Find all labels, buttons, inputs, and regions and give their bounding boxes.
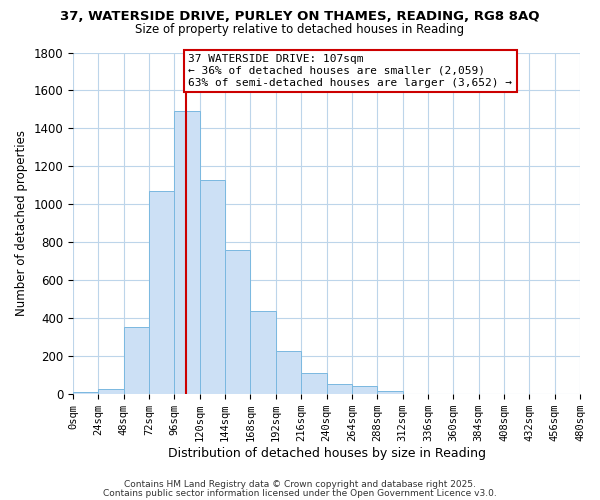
- Text: 37, WATERSIDE DRIVE, PURLEY ON THAMES, READING, RG8 8AQ: 37, WATERSIDE DRIVE, PURLEY ON THAMES, R…: [60, 10, 540, 23]
- Bar: [200, 180, 225, 394]
- Bar: [149, 191, 175, 394]
- Bar: [225, 250, 250, 394]
- Bar: [124, 327, 149, 394]
- Bar: [73, 392, 98, 394]
- Bar: [326, 384, 352, 394]
- Bar: [377, 392, 403, 394]
- Bar: [276, 350, 301, 394]
- Text: Contains public sector information licensed under the Open Government Licence v3: Contains public sector information licen…: [103, 488, 497, 498]
- Y-axis label: Number of detached properties: Number of detached properties: [15, 130, 28, 316]
- Text: Size of property relative to detached houses in Reading: Size of property relative to detached ho…: [136, 22, 464, 36]
- Bar: [98, 388, 124, 394]
- Bar: [250, 310, 276, 394]
- Bar: [352, 386, 377, 394]
- Bar: [175, 112, 200, 394]
- Bar: [301, 374, 326, 394]
- Text: Contains HM Land Registry data © Crown copyright and database right 2025.: Contains HM Land Registry data © Crown c…: [124, 480, 476, 489]
- Text: 37 WATERSIDE DRIVE: 107sqm
← 36% of detached houses are smaller (2,059)
63% of s: 37 WATERSIDE DRIVE: 107sqm ← 36% of deta…: [188, 54, 512, 88]
- X-axis label: Distribution of detached houses by size in Reading: Distribution of detached houses by size …: [167, 447, 485, 460]
